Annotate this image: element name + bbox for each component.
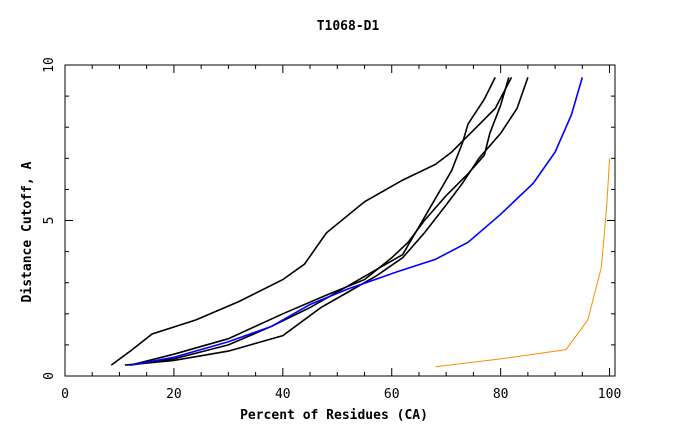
- x-tick-label: 40: [275, 387, 291, 402]
- series-line: [110, 77, 513, 366]
- plot-frame: [64, 64, 616, 377]
- series-line: [124, 77, 529, 366]
- y-tick-label: 10: [42, 57, 57, 73]
- series-line: [130, 77, 510, 366]
- series-lines: [110, 77, 611, 368]
- series-line: [130, 77, 584, 366]
- series-line: [130, 77, 496, 366]
- x-axis-label: Percent of Residues (CA): [240, 408, 428, 423]
- y-axis-label: Distance Cutoff, A: [20, 161, 35, 302]
- x-tick-label: 100: [598, 387, 621, 402]
- series-line: [435, 158, 611, 368]
- x-tick-label: 20: [166, 387, 182, 402]
- axis-ticks: 0 20 40 60 80 100 0 5 10: [42, 57, 621, 402]
- x-tick-label: 0: [61, 387, 69, 402]
- x-tick-label: 60: [384, 387, 400, 402]
- y-tick-label: 5: [42, 217, 57, 225]
- y-tick-label: 0: [42, 372, 57, 380]
- x-tick-label: 80: [493, 387, 509, 402]
- chart-title: T1068-D1: [317, 19, 380, 34]
